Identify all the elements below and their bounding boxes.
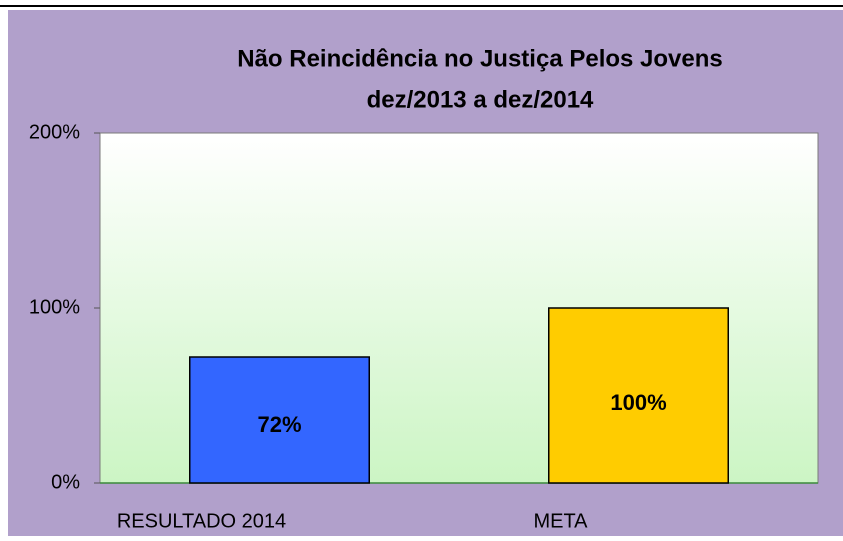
value-label: 72%	[257, 412, 301, 437]
bar	[548, 307, 729, 484]
y-tick-label: 100%	[29, 296, 80, 318]
bar	[189, 356, 370, 484]
x-tick-label: META	[533, 510, 588, 532]
chart-subtitle: dez/2013 a dez/2014	[367, 86, 594, 113]
chart-title: Não Reincidência no Justiça Pelos Jovens	[237, 45, 723, 72]
y-tick-label: 200%	[29, 121, 80, 143]
value-label: 100%	[610, 390, 666, 415]
y-tick-label: 0%	[51, 471, 80, 493]
x-tick-label: RESULTADO 2014	[117, 510, 286, 532]
